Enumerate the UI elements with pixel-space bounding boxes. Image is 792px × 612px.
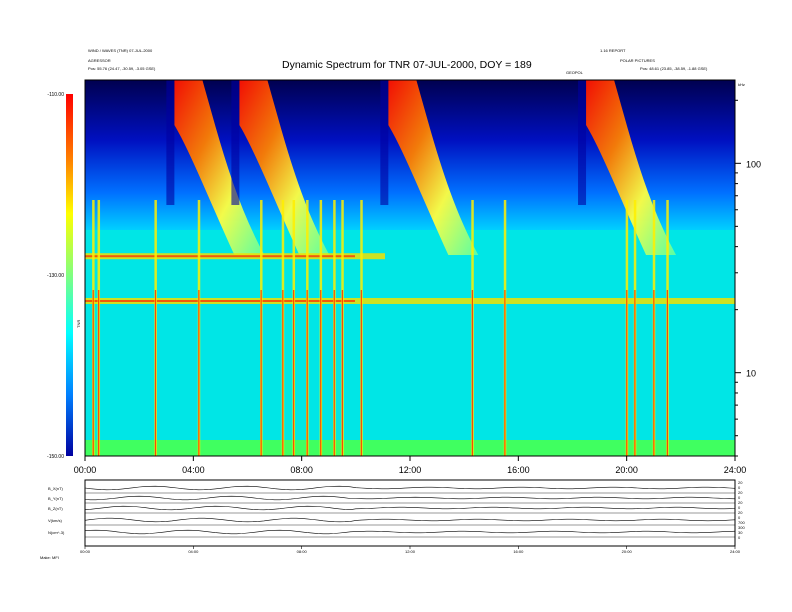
burst-edge-mark bbox=[166, 80, 175, 205]
x-tick-label: 24:00 bbox=[724, 465, 747, 475]
footer-left: Make: MFI bbox=[40, 555, 59, 560]
panel-right-value: 20 bbox=[738, 480, 743, 485]
band-core bbox=[85, 255, 355, 258]
panel-trace bbox=[84, 485, 736, 491]
panel-trace bbox=[84, 529, 736, 535]
spike-core bbox=[333, 290, 335, 456]
bottom-x-tick-label: 08:00 bbox=[297, 549, 308, 554]
colorbar-ticks: -110.00 -130.00 -150.00 TNR bbox=[47, 92, 81, 460]
x-tick-label: 00:00 bbox=[74, 465, 97, 475]
bottom-x-tick-label: 00:00 bbox=[80, 549, 91, 554]
bottom-x-tick-label: 12:00 bbox=[405, 549, 416, 554]
panel-right-value: 30 bbox=[738, 530, 743, 535]
bottom-panels: B_X(nT)B_Y(nT)B_Z(nT)V(km/s)N(cm^-3)2002… bbox=[48, 479, 745, 554]
spike-core bbox=[471, 290, 473, 456]
burst-edge-mark bbox=[578, 80, 587, 205]
header-right-line1: 1.16 REPORT bbox=[600, 48, 626, 53]
spike-core bbox=[666, 290, 668, 456]
panel-right-value: 0 bbox=[738, 485, 741, 490]
burst-mark bbox=[388, 80, 479, 255]
panel-right-value: 20 bbox=[738, 510, 743, 515]
x-tick-label: 04:00 bbox=[182, 465, 205, 475]
panel-right-value: 0 bbox=[738, 515, 741, 520]
spike-core bbox=[626, 290, 628, 456]
spike-core bbox=[634, 290, 636, 456]
panel-label: B_Z(nT) bbox=[48, 506, 63, 511]
spike-core bbox=[360, 290, 362, 456]
panel-label: V(km/s) bbox=[48, 518, 62, 523]
x-tick-label: 12:00 bbox=[399, 465, 422, 475]
spike-core bbox=[282, 290, 284, 456]
x-tick-label: 20:00 bbox=[615, 465, 638, 475]
bottom-x-tick-label: 16:00 bbox=[513, 549, 524, 554]
emission-bands bbox=[85, 253, 735, 304]
band-core bbox=[85, 299, 355, 302]
burst-mark bbox=[174, 80, 265, 255]
panel-right-value: 300 bbox=[738, 525, 745, 530]
noise-spikes bbox=[92, 200, 669, 456]
spike-core bbox=[98, 290, 100, 456]
spike-core bbox=[260, 290, 262, 456]
bottom-x-tick-label: 24:00 bbox=[730, 549, 741, 554]
top-right-unit: kHz bbox=[738, 82, 745, 87]
panel-trace bbox=[84, 505, 736, 511]
colorbar-tick-label: -110.00 bbox=[47, 92, 64, 98]
spike-core bbox=[306, 290, 308, 456]
header-left-line3: Pos: 55.76 (24.47, -30.59, -3.05 GSE) bbox=[88, 66, 156, 71]
panel-label: N(cm^-3) bbox=[48, 530, 65, 535]
panel-trace bbox=[84, 495, 736, 501]
spike-core bbox=[154, 290, 157, 456]
panel-right-value: 0 bbox=[738, 505, 741, 510]
panel-right-value: 20 bbox=[738, 490, 743, 495]
burst-edge-mark bbox=[380, 80, 389, 205]
marker-label: GEOPOL bbox=[566, 70, 583, 75]
panel-right-value: 0 bbox=[738, 535, 741, 540]
panel-trace bbox=[84, 517, 736, 523]
x-axis: 00:00 04:00 08:00 12:00 16:00 20:00 24:00 bbox=[74, 456, 747, 475]
plot-area bbox=[85, 80, 735, 456]
header-left-line1: WIND / WAVES (TNR) 07-JUL-2000 bbox=[88, 48, 153, 53]
colorbar-tick-label: -130.00 bbox=[47, 273, 64, 279]
spike-core bbox=[92, 290, 94, 456]
panel-right-value: 20 bbox=[738, 500, 743, 505]
colorbar-label: TNR bbox=[76, 320, 81, 328]
panel-right-value: 0 bbox=[738, 495, 741, 500]
chart-title: Dynamic Spectrum for TNR 07-JUL-2000, DO… bbox=[282, 59, 532, 71]
y-tick-label: 10 bbox=[746, 369, 756, 379]
colorbar bbox=[66, 94, 73, 456]
header-left-line2: AGRESSOR bbox=[88, 58, 111, 63]
bottom-x-tick-label: 04:00 bbox=[188, 549, 199, 554]
x-tick-label: 16:00 bbox=[507, 465, 530, 475]
colorbar-tick-label: -150.00 bbox=[47, 454, 64, 460]
spike-core bbox=[198, 290, 200, 456]
spike-core bbox=[504, 290, 506, 456]
low-frequency-band bbox=[85, 440, 735, 456]
y-axis-right: 100 10 bbox=[735, 99, 761, 457]
panel-right-value: 700 bbox=[738, 520, 745, 525]
spike-core bbox=[320, 290, 322, 456]
panel-label: B_X(nT) bbox=[48, 486, 64, 491]
spike-core bbox=[293, 290, 295, 456]
panel-label: B_Y(nT) bbox=[48, 496, 64, 501]
x-tick-label: 08:00 bbox=[290, 465, 313, 475]
header-right-line2: POLAR PICTURES bbox=[620, 58, 655, 63]
spike-core bbox=[341, 290, 343, 456]
header-right-line3: Pos: 48.61 (23.85, -38.59, -1.88 GSE) bbox=[640, 66, 708, 71]
bottom-x-tick-label: 20:00 bbox=[622, 549, 633, 554]
burst-edge-mark bbox=[231, 80, 240, 205]
spike-core bbox=[653, 290, 655, 456]
band-line bbox=[85, 297, 735, 304]
y-tick-label: 100 bbox=[746, 159, 761, 169]
